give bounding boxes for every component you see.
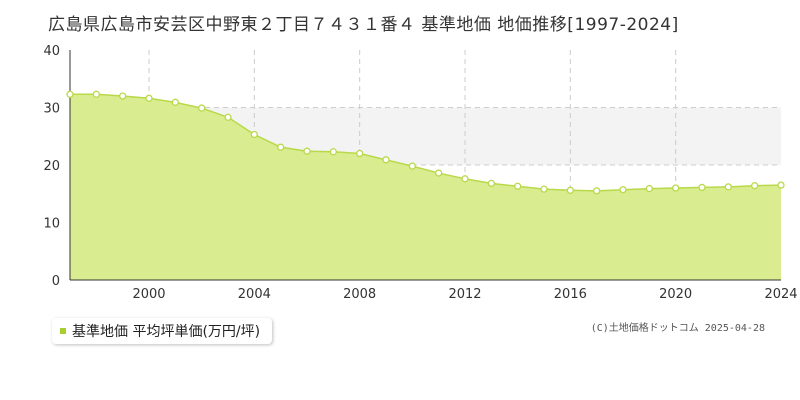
data-point [171, 98, 179, 106]
credit-text: (C)土地価格ドットコム 2025-04-28 [590, 323, 765, 334]
data-point [277, 143, 285, 151]
data-point [672, 184, 680, 192]
data-point [145, 94, 153, 102]
legend-label: 基準地価 平均坪単価(万円/坪) [72, 324, 261, 340]
chart-title: 広島県広島市安芸区中野東２丁目７４３１番４ 基準地価 地価推移[1997-202… [48, 15, 679, 35]
data-point [566, 186, 574, 194]
data-point [303, 147, 311, 155]
x-tick-label: 2004 [238, 287, 271, 302]
tick-label-layer: 0 10 20 30 40 2000 2004 2008 2012 2016 2020 2024 [43, 44, 797, 302]
series-area [70, 94, 781, 280]
data-point [777, 181, 785, 189]
data-point [224, 113, 232, 121]
x-tick-label: 2020 [659, 287, 692, 302]
data-point [119, 92, 127, 100]
series-line [70, 93, 782, 192]
data-point [435, 169, 443, 177]
data-point [514, 182, 522, 190]
x-tick-label: 2012 [448, 287, 481, 302]
area-layer [70, 93, 782, 280]
data-point [356, 149, 364, 158]
x-tick-label: 2016 [554, 287, 587, 302]
data-point [540, 185, 548, 193]
y-tick-label: 10 [43, 217, 60, 232]
data-point [382, 156, 390, 164]
data-point [487, 179, 495, 188]
legend-swatch [60, 328, 66, 334]
data-point [645, 184, 653, 193]
axis-layer [69, 50, 781, 281]
point-layer [66, 90, 785, 195]
data-point [198, 104, 206, 112]
data-point [724, 183, 732, 191]
data-point [250, 130, 258, 139]
data-point [593, 187, 601, 195]
data-point [408, 162, 416, 170]
y-tick-label: 40 [43, 44, 60, 59]
data-point [461, 175, 469, 183]
legend: 基準地価 平均坪単価(万円/坪) [52, 318, 273, 344]
x-tick-label: 2000 [132, 287, 165, 302]
data-point [329, 148, 337, 156]
data-point [751, 182, 759, 190]
y-tick-label: 20 [43, 159, 60, 174]
data-point [698, 183, 706, 192]
y-tick-label: 30 [43, 102, 60, 117]
y-tick-label: 0 [52, 274, 60, 289]
data-point [66, 90, 74, 98]
data-point [619, 186, 627, 194]
x-tick-label: 2024 [764, 287, 797, 302]
x-tick-label: 2008 [343, 287, 376, 302]
data-point [92, 90, 100, 98]
